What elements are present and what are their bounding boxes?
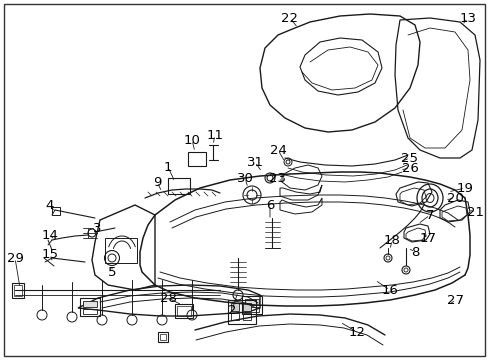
- Text: 18: 18: [383, 234, 400, 247]
- Bar: [243, 303, 250, 311]
- Bar: [244, 307, 259, 312]
- Text: 7: 7: [425, 208, 433, 221]
- Bar: [242, 296, 262, 314]
- Text: 25: 25: [401, 152, 418, 165]
- Bar: [230, 313, 239, 320]
- Text: 17: 17: [419, 231, 436, 244]
- Text: 14: 14: [41, 229, 59, 242]
- Bar: [80, 298, 100, 316]
- Bar: [160, 334, 165, 340]
- Bar: [83, 309, 97, 314]
- Text: 12: 12: [348, 325, 365, 338]
- Text: 5: 5: [107, 266, 116, 279]
- Bar: [14, 285, 22, 296]
- Text: 2: 2: [227, 303, 236, 316]
- Text: 8: 8: [410, 246, 418, 258]
- Text: 28: 28: [159, 292, 176, 305]
- Text: 24: 24: [269, 144, 286, 157]
- Bar: [243, 313, 250, 320]
- Text: 1: 1: [163, 161, 172, 174]
- Text: 21: 21: [467, 206, 484, 219]
- Bar: [12, 283, 24, 298]
- Bar: [244, 299, 259, 305]
- Text: 26: 26: [401, 162, 418, 175]
- Bar: [83, 301, 97, 307]
- Bar: [52, 207, 60, 215]
- Text: 27: 27: [447, 293, 464, 306]
- Bar: [168, 178, 190, 194]
- Text: 16: 16: [381, 284, 398, 297]
- Bar: [158, 332, 168, 342]
- Text: 19: 19: [456, 181, 472, 194]
- Text: 3: 3: [93, 221, 101, 234]
- Bar: [175, 304, 193, 318]
- Bar: [230, 303, 239, 311]
- Text: 20: 20: [446, 192, 463, 204]
- Text: 29: 29: [6, 252, 23, 265]
- Text: 13: 13: [459, 12, 475, 24]
- Text: 23: 23: [269, 171, 286, 185]
- Text: 15: 15: [41, 248, 59, 261]
- Bar: [227, 300, 256, 324]
- Bar: [105, 238, 137, 263]
- Text: 31: 31: [246, 156, 263, 168]
- Text: 10: 10: [183, 134, 200, 147]
- Text: 9: 9: [153, 176, 161, 189]
- Bar: [177, 306, 191, 316]
- Text: 11: 11: [206, 129, 223, 141]
- Text: 4: 4: [46, 198, 54, 212]
- Text: 30: 30: [236, 171, 253, 185]
- Text: 22: 22: [281, 12, 298, 24]
- Text: 6: 6: [265, 198, 274, 212]
- Bar: [187, 152, 205, 166]
